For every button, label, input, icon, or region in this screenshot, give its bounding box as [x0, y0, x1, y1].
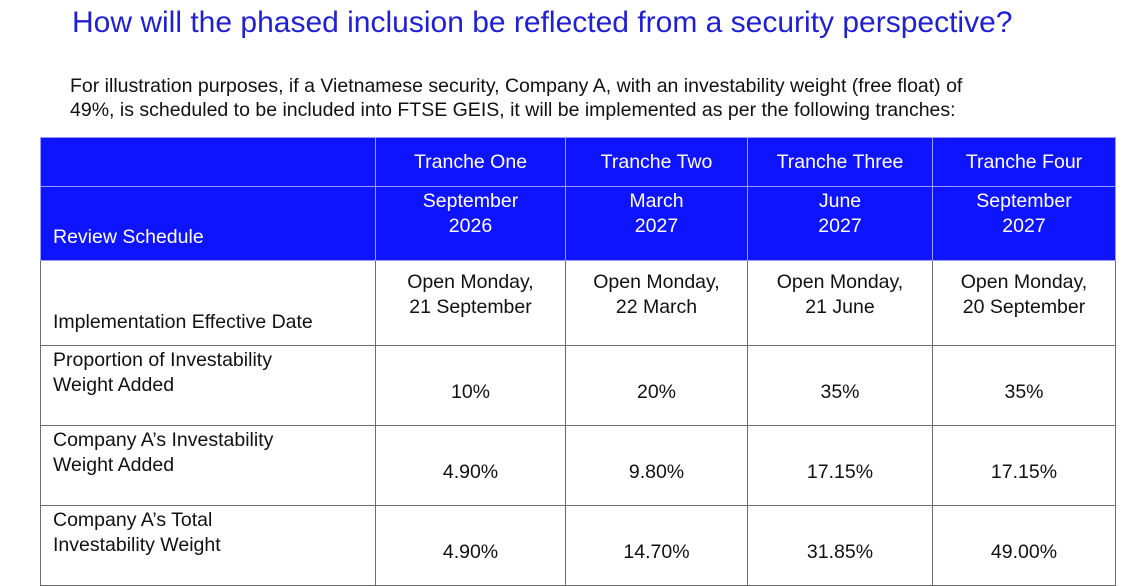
implementation-day: Open Monday,	[407, 271, 534, 293]
weight-added-label: Company A’s Investability Weight Added	[40, 425, 376, 506]
review-month: March	[629, 190, 684, 212]
proportion-label-line-2: Weight Added	[53, 374, 175, 396]
weight-added-cell: 4.90%	[375, 425, 566, 506]
implementation-date: 21 June	[805, 296, 875, 318]
review-schedule-row: Review Schedule September 2026 March 202…	[40, 186, 1116, 261]
implementation-date: 22 March	[615, 296, 698, 318]
review-year: 2027	[1002, 215, 1046, 237]
weight-added-cell: 17.15%	[747, 425, 933, 506]
review-year: 2027	[634, 215, 679, 237]
review-month: September	[976, 190, 1072, 212]
total-weight-cell: 14.70%	[565, 505, 748, 586]
implementation-day: Open Monday,	[776, 271, 904, 293]
header-tranche-one: Tranche One	[375, 137, 566, 187]
weight-added-label-line-1: Company A’s Investability	[53, 429, 274, 451]
review-schedule-cell: June 2027	[747, 186, 933, 261]
total-weight-cell: 31.85%	[747, 505, 933, 586]
intro-line-1: For illustration purposes, if a Vietname…	[70, 75, 963, 97]
proportion-cell: 35%	[932, 345, 1116, 426]
weight-added-cell: 17.15%	[932, 425, 1116, 506]
implementation-cell: Open Monday, 22 March	[565, 260, 748, 346]
proportion-cell: 10%	[375, 345, 566, 426]
table-header-row: Tranche One Tranche Two Tranche Three Tr…	[40, 137, 1116, 187]
header-tranche-four: Tranche Four	[932, 137, 1116, 187]
total-weight-cell: 49.00%	[932, 505, 1116, 586]
header-blank-cell	[40, 137, 376, 187]
implementation-label: Implementation Effective Date	[40, 260, 376, 346]
review-year: 2027	[818, 215, 862, 237]
weight-added-row: Company A’s Investability Weight Added 4…	[40, 425, 1116, 506]
weight-added-label-line-2: Weight Added	[53, 454, 175, 476]
implementation-date: 20 September	[962, 296, 1086, 318]
weight-added-cell: 9.80%	[565, 425, 748, 506]
total-weight-row: Company A’s Total Investability Weight 4…	[40, 505, 1116, 586]
implementation-cell: Open Monday, 21 September	[375, 260, 566, 346]
page-title: How will the phased inclusion be reflect…	[72, 6, 1013, 39]
implementation-day: Open Monday,	[593, 271, 720, 293]
proportion-cell: 20%	[565, 345, 748, 426]
review-schedule-cell: September 2027	[932, 186, 1116, 261]
proportion-cell: 35%	[747, 345, 933, 426]
implementation-day: Open Monday,	[960, 271, 1088, 293]
total-weight-label-line-2: Investability Weight	[53, 534, 221, 556]
total-weight-label: Company A’s Total Investability Weight	[40, 505, 376, 586]
implementation-date: 21 September	[409, 296, 532, 318]
proportion-label: Proportion of Investability Weight Added	[40, 345, 376, 426]
proportion-row: Proportion of Investability Weight Added…	[40, 345, 1116, 426]
review-year: 2026	[448, 215, 493, 237]
review-schedule-cell: September 2026	[375, 186, 566, 261]
implementation-row: Implementation Effective Date Open Monda…	[40, 260, 1116, 346]
total-weight-label-line-1: Company A’s Total	[53, 509, 213, 531]
header-tranche-three: Tranche Three	[747, 137, 933, 187]
intro-line-2: 49%, is scheduled to be included into FT…	[70, 99, 956, 121]
review-month: June	[818, 190, 862, 212]
total-weight-cell: 4.90%	[375, 505, 566, 586]
intro-paragraph: For illustration purposes, if a Vietname…	[70, 74, 1130, 122]
header-tranche-two: Tranche Two	[565, 137, 748, 187]
tranche-table: Tranche One Tranche Two Tranche Three Tr…	[40, 137, 1116, 586]
review-schedule-label: Review Schedule	[40, 186, 376, 261]
implementation-cell: Open Monday, 21 June	[747, 260, 933, 346]
review-schedule-cell: March 2027	[565, 186, 748, 261]
implementation-cell: Open Monday, 20 September	[932, 260, 1116, 346]
proportion-label-line-1: Proportion of Investability	[53, 349, 272, 371]
review-month: September	[422, 190, 519, 212]
